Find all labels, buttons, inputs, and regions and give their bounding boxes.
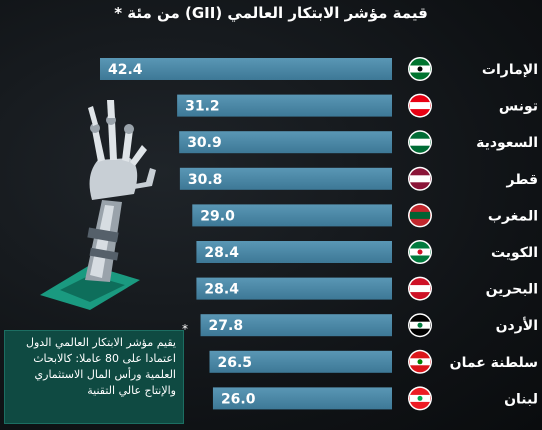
bar-8 [209, 350, 392, 373]
robot-hand-icon [40, 100, 156, 310]
country-label-6: البحرين [486, 282, 538, 298]
country-label-9: لبنان [504, 391, 538, 407]
bar-2 [179, 131, 392, 154]
kuwait-flag-icon [408, 240, 432, 264]
value-label-3: 30.8 [188, 172, 223, 188]
bar-1 [177, 94, 392, 117]
country-label-4: المغرب [488, 208, 538, 224]
jordan-flag-icon [408, 313, 432, 338]
value-label-0: 42.4 [108, 62, 143, 78]
lebanon-flag-icon [408, 386, 432, 411]
bar-0 [100, 58, 392, 80]
country-label-1: تونس [499, 99, 538, 115]
saudi-flag-icon [408, 130, 432, 155]
bahrain-flag-icon [408, 276, 432, 301]
bar-6 [196, 277, 392, 300]
oman-flag-icon [408, 349, 432, 374]
value-label-1: 31.2 [185, 99, 220, 115]
bar-5 [196, 241, 392, 263]
bar-3 [179, 167, 392, 190]
uae-flag-icon [408, 57, 432, 81]
qatar-flag-icon [408, 166, 432, 191]
note-text: يقيم مؤشر الابتكار العالمي الدول اعتمادا… [26, 336, 176, 397]
country-label-7: الأردن [496, 317, 538, 334]
country-label-0: الإمارات [482, 62, 538, 78]
chart-title: قيمة مؤشر الابتكار العالمي (GII) من مئة … [114, 4, 428, 22]
value-label-4: 29.0 [200, 208, 235, 224]
value-label-2: 30.9 [187, 135, 222, 151]
value-label-9: 26.0 [221, 391, 256, 407]
bar-9 [212, 387, 392, 410]
morocco-flag-icon [408, 203, 432, 228]
country-label-5: الكويت [491, 245, 538, 261]
country-label-2: السعودية [476, 135, 538, 151]
country-label-8: سلطنة عمان [450, 355, 538, 371]
country-label-3: قطر [505, 172, 538, 188]
note-asterisk: * [182, 322, 188, 336]
note-box: يقيم مؤشر الابتكار العالمي الدول اعتمادا… [4, 330, 184, 424]
value-label-8: 26.5 [218, 355, 253, 371]
value-label-7: 27.8 [209, 318, 244, 334]
bar-7 [200, 314, 392, 337]
bar-4 [192, 204, 392, 227]
value-label-6: 28.4 [204, 282, 239, 298]
tunisia-flag-icon [408, 93, 432, 118]
value-label-5: 28.4 [204, 245, 239, 261]
